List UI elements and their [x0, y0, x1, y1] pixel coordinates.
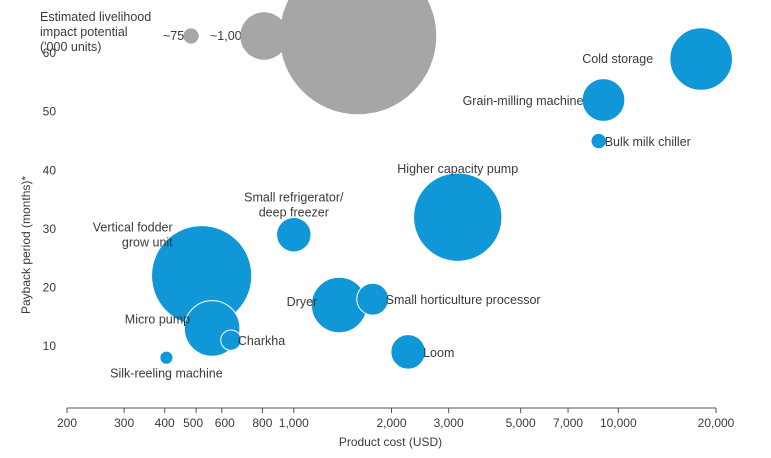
- bubble: [276, 216, 312, 253]
- y-tick-label: 40: [43, 163, 57, 177]
- y-axis-title: Payback period (months)*: [19, 176, 33, 314]
- bubbles: [151, 27, 733, 370]
- bubble: [413, 172, 503, 262]
- bubble-label-line: Small refrigerator/: [244, 191, 344, 205]
- legend-title-line: Estimated livelihood: [40, 10, 151, 24]
- bubble: [356, 282, 390, 316]
- bubble-label-line: Cold storage: [582, 52, 653, 66]
- bubble-label: Silk-reeling machine: [110, 367, 223, 381]
- legend-bubble: [183, 28, 199, 44]
- bubble-label-line: Charkha: [238, 334, 285, 348]
- bubble-label: Bulk milk chiller: [605, 135, 691, 149]
- axes: 200 300 400 500 600 800 1,000 2,000 3,000 5,000 7,…: [19, 46, 735, 449]
- bubble-label: Loom: [423, 346, 454, 360]
- y-tick-label: 30: [43, 222, 57, 236]
- bubble: [590, 132, 607, 150]
- bubble-label: Dryer: [287, 295, 318, 309]
- bubble-label: Vertical fodder grow unit: [93, 221, 173, 250]
- bubble-label: Higher capacity pump: [397, 162, 518, 176]
- y-ticks: 10 20 30 40 50 60: [43, 46, 57, 353]
- bubble-label: Charkha: [238, 334, 285, 348]
- bubble-label: Micro pump: [125, 312, 190, 326]
- bubble-label-line: grow unit: [122, 236, 173, 250]
- x-tick-label: 800: [252, 416, 272, 430]
- bubble-label-line: Dryer: [287, 295, 318, 309]
- legend-title-line: impact potential: [40, 25, 128, 39]
- y-tick-label: 20: [43, 280, 57, 294]
- bubble-label-line: Micro pump: [125, 312, 190, 326]
- x-tick-label: 600: [215, 416, 235, 430]
- legend-size-label: ~1,000: [210, 29, 249, 43]
- x-tick-label: 20,000: [698, 416, 735, 430]
- y-tick-label: 10: [43, 339, 57, 353]
- bubble-label: Small refrigerator/deep freezer: [244, 191, 344, 220]
- x-tick-label: 3,000: [434, 416, 464, 430]
- legend-size-label: ~75: [163, 29, 184, 43]
- bubble-label-line: Loom: [423, 346, 454, 360]
- y-tick-label: 60: [43, 46, 57, 60]
- x-axis-title: Product cost (USD): [339, 435, 442, 449]
- bubble-label-line: Small horticulture processor: [386, 293, 541, 307]
- bubble-labels: Cold storage Grain-milling machine Bulk mi…: [93, 52, 691, 381]
- bubble: [390, 334, 426, 370]
- bubble-label-line: deep freezer: [259, 206, 329, 220]
- bubble: [581, 78, 626, 122]
- bubble-label-line: Bulk milk chiller: [605, 135, 691, 149]
- x-ticks: 200 300 400 500 600 800 1,000 2,000 3,000 5,000 7,…: [57, 408, 735, 430]
- bubble-label: Grain-milling machine: [463, 94, 584, 108]
- x-tick-label: 300: [114, 416, 134, 430]
- bubble-label-line: Higher capacity pump: [397, 162, 518, 176]
- x-tick-label: 2,000: [376, 416, 406, 430]
- y-tick-label: 50: [43, 105, 57, 119]
- bubble-label: Cold storage: [582, 52, 653, 66]
- legend-bubble: [279, 0, 437, 115]
- bubble-label-line: Grain-milling machine: [463, 94, 584, 108]
- x-tick-label: 5,000: [506, 416, 536, 430]
- bubble-label: Small horticulture processor: [386, 293, 541, 307]
- bubble-label-line: Silk-reeling machine: [110, 367, 223, 381]
- bubble: [159, 350, 174, 365]
- bubble-label-line: Vertical fodder: [93, 221, 173, 235]
- x-tick-label: 400: [155, 416, 175, 430]
- bubble: [220, 329, 242, 351]
- x-tick-label: 10,000: [600, 416, 637, 430]
- x-tick-label: 200: [57, 416, 77, 430]
- bubble: [669, 27, 733, 91]
- x-tick-label: 7,000: [553, 416, 583, 430]
- x-tick-label: 500: [183, 416, 203, 430]
- legend-bubble: [240, 12, 288, 60]
- x-tick-label: 1,000: [279, 416, 309, 430]
- legend-title-line: ('000 units): [40, 40, 101, 54]
